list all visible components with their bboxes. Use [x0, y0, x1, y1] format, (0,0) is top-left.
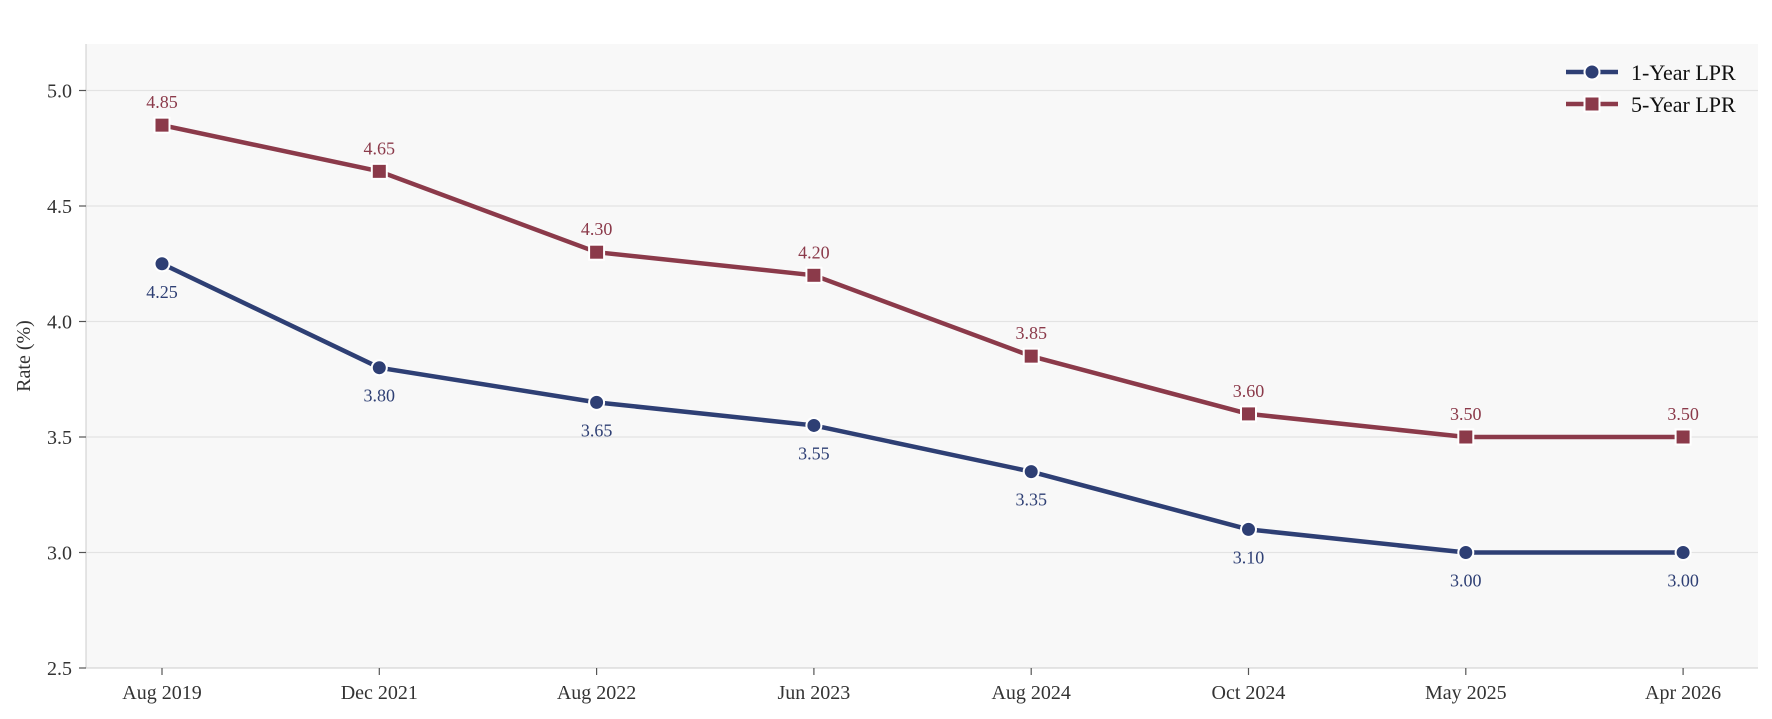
legend-marker [1583, 63, 1601, 81]
data-point [1022, 347, 1040, 365]
x-tick-label: Apr 2026 [1645, 682, 1721, 704]
legend-label: 1-Year LPR [1631, 60, 1736, 85]
data-point [805, 266, 823, 284]
legend-label: 5-Year LPR [1631, 92, 1736, 117]
data-point [370, 162, 388, 180]
x-axis-ticks: Aug 2019 Dec 2021 Aug 2022 Jun 2023 Aug 2024… [122, 668, 1721, 704]
x-tick-label: Aug 2019 [122, 682, 201, 704]
data-label: 4.30 [581, 219, 613, 239]
series-line [161, 122, 1684, 440]
y-tick-label: 4.5 [47, 196, 72, 218]
x-tick-label: May 2025 [1425, 682, 1507, 704]
data-point [1457, 428, 1475, 446]
data-label: 4.65 [364, 138, 396, 158]
x-tick-label: Dec 2021 [341, 682, 418, 704]
y-tick-label: 3.0 [47, 543, 72, 565]
data-label: 4.20 [798, 242, 830, 262]
data-point [1674, 544, 1692, 561]
data-point [153, 255, 171, 273]
series-2: 4.85 4.65 4.30 4.20 3.85 3.60 3.50 3.50 [146, 92, 1699, 446]
series-1: 4.25 3.80 3.65 3.55 3.35 3.10 3.00 3.00 [146, 255, 1699, 591]
data-label: 3.85 [1015, 323, 1047, 343]
series-line [161, 261, 1684, 555]
data-label: 3.80 [364, 386, 396, 406]
x-tick-label: Aug 2022 [557, 682, 636, 704]
data-point [1457, 544, 1475, 561]
legend-item: 5-Year LPR [1566, 92, 1736, 117]
data-label: 4.25 [146, 282, 178, 302]
data-point [370, 359, 388, 377]
data-label: 3.00 [1667, 571, 1699, 591]
series-layer: 4.25 3.80 3.65 3.55 3.35 3.10 3.00 3.00 4.85 4.65… [146, 92, 1699, 590]
plot-background [86, 44, 1758, 668]
y-tick-label: 5.0 [47, 81, 72, 103]
y-axis-title: Rate (%) [13, 320, 35, 392]
y-tick-label: 4.0 [47, 312, 72, 334]
data-point [1240, 405, 1257, 423]
data-label: 3.60 [1233, 381, 1265, 401]
x-tick-label: Aug 2024 [991, 682, 1070, 704]
data-point [1240, 520, 1257, 538]
data-point [588, 393, 606, 411]
data-label: 3.50 [1450, 404, 1482, 424]
data-label: 3.65 [581, 420, 613, 440]
x-tick-label: Oct 2024 [1212, 682, 1286, 704]
data-point [1022, 463, 1040, 481]
legend-item: 1-Year LPR [1566, 60, 1736, 85]
x-tick-label: Jun 2023 [778, 682, 851, 704]
data-label: 4.85 [146, 92, 178, 112]
y-axis-ticks: 2.5 3.0 3.5 4.0 4.5 5.0 [47, 81, 86, 680]
data-point [805, 416, 823, 434]
data-label: 3.50 [1667, 404, 1699, 424]
data-point [153, 116, 171, 134]
legend-marker [1583, 95, 1601, 113]
legend: 1-Year LPR 5-Year LPR [1566, 60, 1736, 117]
data-label: 3.00 [1450, 571, 1482, 591]
y-tick-label: 2.5 [47, 658, 72, 680]
data-point [1674, 428, 1692, 446]
data-point [588, 243, 606, 261]
data-label: 3.35 [1015, 490, 1047, 510]
data-label: 3.55 [798, 443, 830, 463]
data-label: 3.10 [1233, 547, 1265, 567]
y-tick-label: 3.5 [47, 427, 72, 449]
